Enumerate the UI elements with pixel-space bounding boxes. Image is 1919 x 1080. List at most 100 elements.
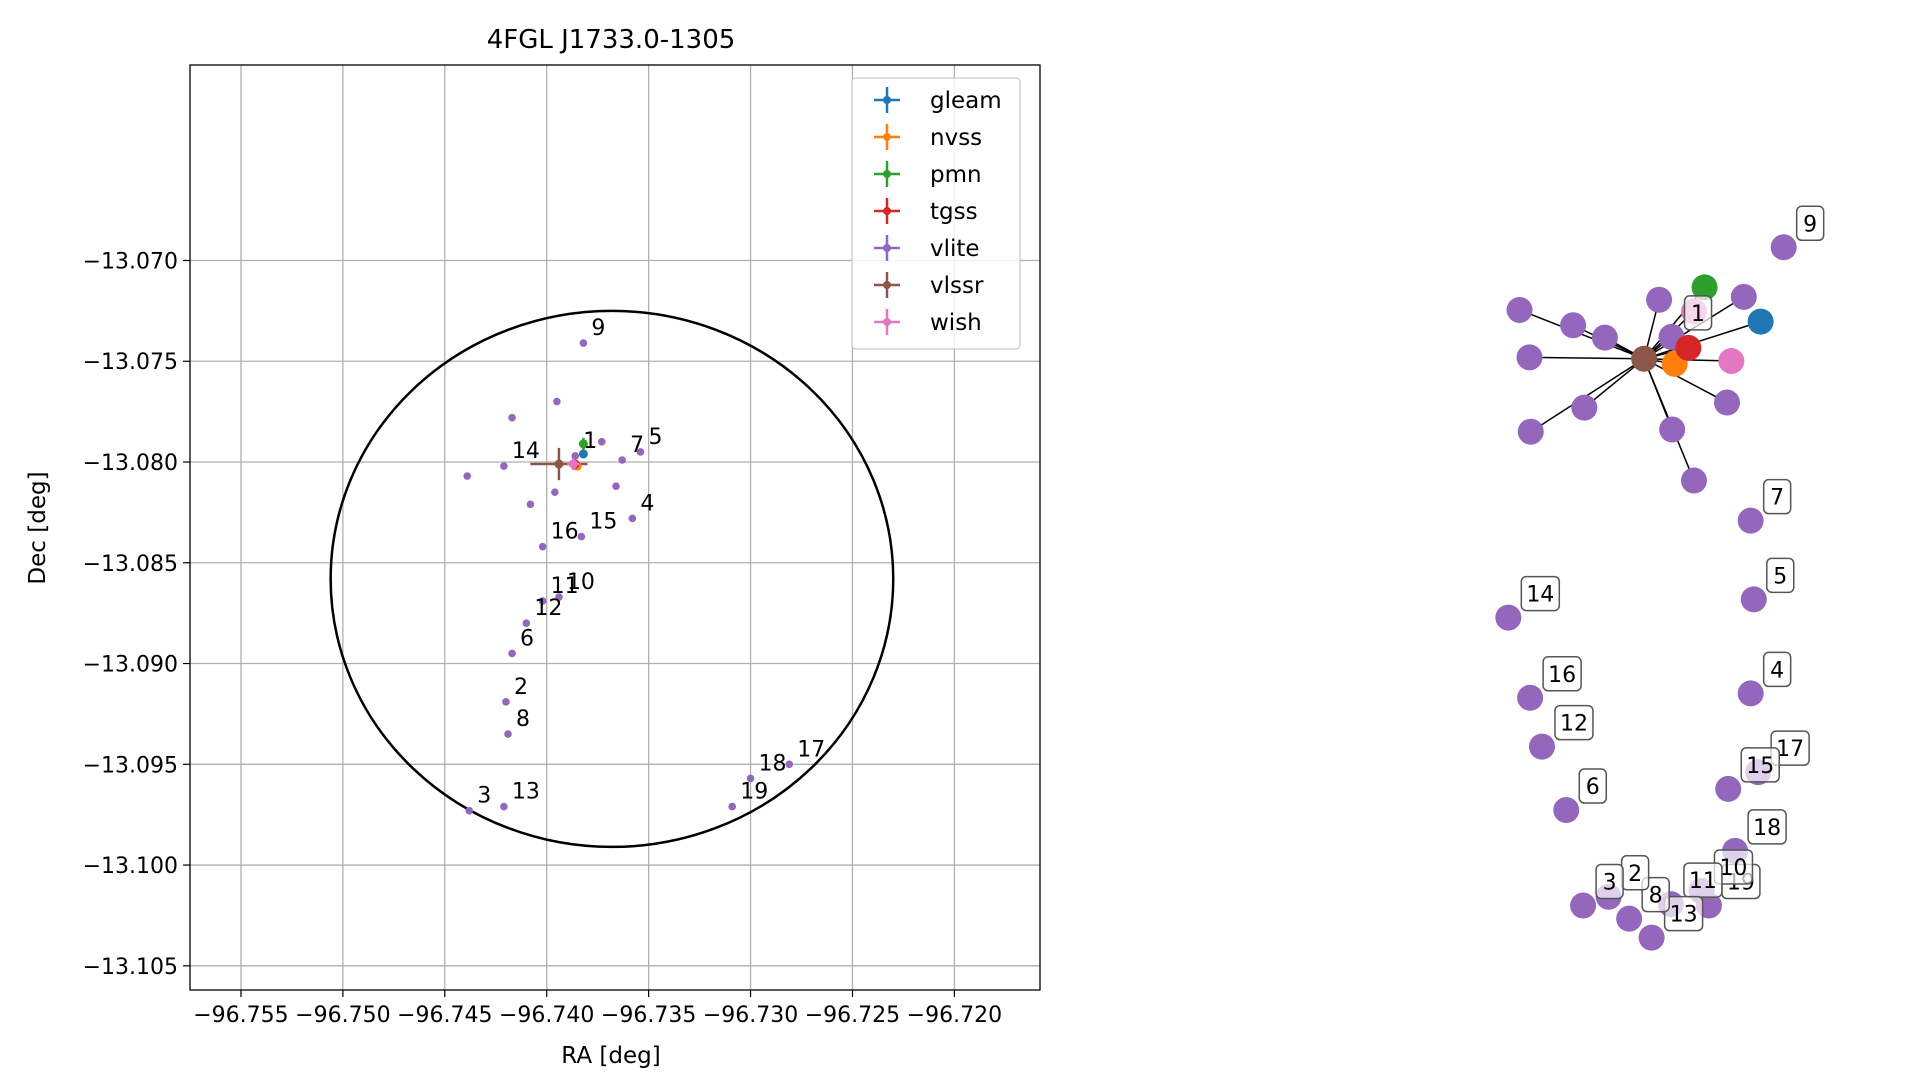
vlite-node (1730, 283, 1757, 310)
vlite-point-label: 3 (477, 784, 491, 809)
legend: gleam nvss pmn tgss vlite vlssr wish (851, 77, 1021, 350)
vlite-point-label: 7 (630, 433, 644, 458)
legend-label: gleam (930, 88, 1002, 114)
vlite-point (526, 500, 535, 509)
node-label-box (1683, 295, 1713, 331)
node-label-box (1740, 747, 1780, 783)
vlite-point (618, 456, 626, 464)
legend-label: wish (930, 310, 982, 336)
y-tick-label: −13.095 (83, 753, 178, 778)
legend-marker-dot (883, 207, 891, 215)
network-node-label: 3 (1595, 863, 1624, 900)
y-axis-label: Dec [deg] (25, 471, 51, 584)
legend-label: vlssr (930, 273, 984, 299)
network-node-label: 13 (1663, 895, 1704, 932)
network-node-label: 9 (1795, 205, 1825, 242)
node-label-box (1762, 478, 1792, 515)
uncertainty-ellipse-group (329, 309, 895, 849)
node-label-text: 1 (1691, 302, 1705, 327)
vlite-point (728, 802, 737, 811)
legend-marker-dot (883, 170, 891, 178)
vlite-point (628, 514, 637, 523)
vlite-point-label: 17 (797, 737, 825, 762)
node-label-text: 10 (1719, 856, 1747, 881)
vlite-point-label: 11 (551, 574, 579, 599)
node-label-box (1595, 863, 1624, 900)
node-label-box (1554, 704, 1594, 741)
vlite-point (597, 438, 606, 446)
x-axis-ticks: −96.755 −96.750 −96.745 −96.740 −96.735 −96.7… (193, 990, 1002, 1028)
node-label-box (1520, 575, 1561, 612)
x-tick-label: −96.730 (703, 1003, 798, 1028)
vlite-point (612, 482, 620, 490)
network-node-label: 4 (1762, 651, 1792, 688)
node-label-box (1683, 862, 1723, 898)
vlite-point (504, 730, 512, 738)
vlite-node (1553, 797, 1580, 824)
node-label-text: 4 (1770, 658, 1784, 683)
legend-label: nvss (930, 125, 982, 151)
gleam-point (578, 449, 588, 459)
node-label-text: 3 (1603, 871, 1617, 896)
legend-marker-dot (883, 281, 891, 289)
node-label-text: 9 (1803, 212, 1817, 237)
network-node-label: 7 (1762, 478, 1792, 515)
node-label-text: 8 (1649, 884, 1663, 909)
wish-point (568, 459, 578, 469)
vlite-point (500, 802, 508, 811)
data-points (463, 339, 794, 815)
vlite-point-label: 1 (583, 429, 597, 454)
vlite-point-label: 5 (648, 425, 662, 450)
vlite-point (538, 597, 547, 605)
vlite-point (538, 542, 547, 551)
vlite-point-label: 13 (512, 780, 540, 805)
node-label-text: 14 (1526, 583, 1554, 608)
network-node-label: 18 (1747, 809, 1787, 845)
vlite-node (1680, 467, 1707, 494)
vlite-point (746, 774, 755, 783)
vlite-node (1638, 924, 1665, 951)
vlite-point (502, 698, 510, 706)
node-label-box (1795, 205, 1825, 242)
vlite-node (1713, 389, 1740, 416)
x-tick-label: −96.735 (601, 1003, 696, 1028)
node-label-box (1663, 895, 1704, 932)
vlite-point (577, 532, 586, 541)
vlite-point (508, 649, 516, 658)
y-tick-label: −13.070 (83, 249, 178, 274)
node-label-text: 13 (1670, 903, 1698, 928)
legend-marker-dot (883, 318, 891, 326)
vlite-point (500, 462, 508, 470)
x-tick-label: −96.740 (499, 1003, 594, 1028)
node-label-box (1766, 557, 1795, 594)
vlite-node (1528, 733, 1555, 760)
network-edge (1529, 356, 1645, 360)
network-edge (1643, 320, 1761, 360)
y-tick-label: −13.105 (83, 955, 178, 980)
x-tick-label: −96.745 (397, 1003, 492, 1028)
vlite-node (1506, 296, 1533, 323)
legend-label: vlite (930, 236, 980, 262)
legend-marker-dot (883, 96, 891, 104)
node-label-text: 17 (1776, 737, 1804, 762)
node-label-box (1747, 809, 1787, 845)
vlite-node (1495, 604, 1522, 631)
vlite-node (1517, 418, 1544, 445)
network-node-labels: 19754171518191011138236121614 (1520, 205, 1825, 932)
vlite-node (1659, 416, 1686, 443)
node-label-text: 6 (1586, 775, 1600, 800)
network-node-label: 15 (1740, 747, 1780, 783)
vlite-node (1560, 312, 1587, 339)
legend-box (851, 77, 1021, 350)
vlite-point (785, 760, 794, 769)
vlite-point-label: 6 (520, 626, 534, 651)
node-label-text: 5 (1773, 564, 1787, 589)
vlite-node (1516, 344, 1543, 371)
network-node-label: 6 (1578, 768, 1608, 804)
vlite-point (551, 488, 559, 497)
network-node-label: 12 (1554, 704, 1594, 741)
vlite-point-label: 18 (759, 751, 787, 776)
vlite-node (1591, 324, 1618, 351)
axes-frame (189, 64, 1041, 991)
